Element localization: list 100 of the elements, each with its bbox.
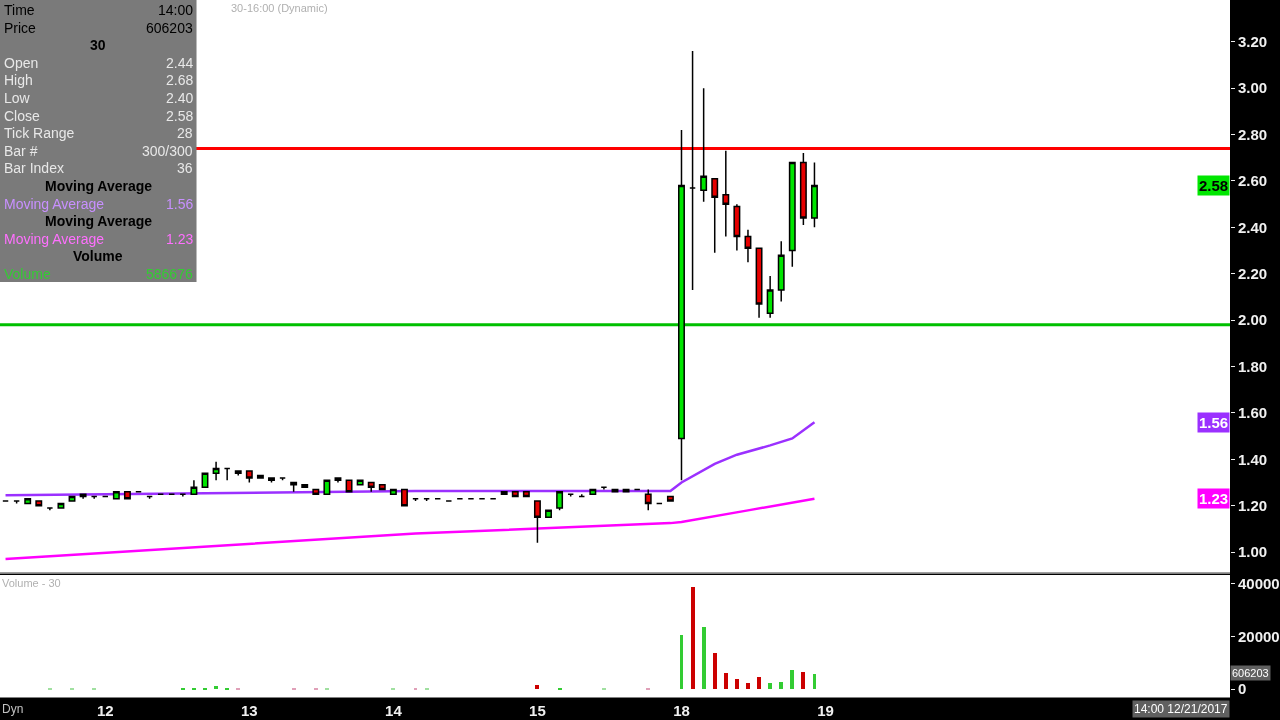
bar	[691, 587, 695, 689]
bar	[702, 627, 706, 689]
annotation: Close	[4, 108, 41, 124]
candlestick	[810, 161, 818, 229]
candlestick	[522, 491, 530, 498]
bar	[680, 635, 683, 689]
annotation: Moving Average	[4, 196, 105, 212]
text: 14:00 12/21/2017	[1134, 702, 1228, 716]
candlestick	[666, 495, 674, 502]
bar	[768, 683, 772, 689]
candlestick	[766, 275, 774, 319]
bar	[801, 672, 805, 689]
annotation: Bar #	[4, 143, 38, 159]
candlestick	[700, 87, 708, 203]
bar	[779, 682, 783, 689]
candlestick	[777, 240, 785, 303]
candlestick	[711, 177, 719, 254]
candlestick	[533, 500, 541, 544]
candlestick	[279, 477, 287, 481]
candlestick	[268, 477, 275, 484]
line-series	[4, 497, 816, 561]
candlestick	[223, 467, 231, 481]
annotation: 28	[177, 125, 193, 141]
candlestick	[90, 495, 98, 500]
annotation: Bar Index	[4, 160, 64, 176]
annotation: Volume	[4, 266, 51, 282]
candlestick	[799, 152, 807, 226]
bar	[724, 673, 728, 689]
candlestick	[678, 129, 685, 481]
bar	[735, 679, 739, 689]
candlestick	[123, 491, 131, 500]
candlestick	[600, 486, 608, 491]
y-tick-label: 1.80	[1238, 357, 1268, 375]
candlestick	[112, 491, 120, 500]
candlestick	[389, 488, 397, 495]
candlestick	[545, 509, 552, 519]
candlestick	[744, 228, 752, 263]
text: Dyn	[2, 702, 24, 716]
annotation: 1.23	[1199, 490, 1229, 507]
candlestick	[46, 507, 54, 512]
bar	[790, 670, 794, 689]
annotation: Price	[4, 20, 37, 36]
candlestick	[323, 479, 331, 495]
candlestick	[179, 493, 187, 498]
y-tick-label: 20000	[1238, 627, 1280, 645]
annotation: 1.56	[1199, 414, 1229, 431]
y-tick-label: 1.00	[1238, 543, 1268, 561]
x-tick-label: 12	[96, 702, 114, 719]
y-tick-label: 2.20	[1238, 264, 1268, 282]
y-tick-label: 3.20	[1238, 33, 1268, 51]
candlestick	[334, 477, 342, 484]
candlestick	[234, 470, 242, 477]
x-tick-label: 13	[240, 702, 258, 719]
candlestick	[312, 488, 320, 495]
bar	[535, 685, 539, 689]
annotation: 300/300	[142, 143, 193, 159]
candlestick	[788, 161, 796, 268]
annotation: 606203	[146, 20, 193, 36]
candlestick	[423, 498, 431, 502]
annotation: Time	[4, 2, 35, 18]
annotation: Moving Average	[45, 178, 153, 194]
y-tick-label: 3.00	[1238, 79, 1268, 97]
candlestick	[212, 460, 220, 481]
candlestick	[57, 502, 65, 509]
annotation: 1.56	[166, 196, 194, 212]
candlestick	[79, 493, 87, 500]
annotation: 2.68	[166, 72, 194, 88]
candlestick	[556, 491, 564, 512]
x-tick-label: 14	[385, 702, 403, 719]
x-tick-label: 18	[673, 702, 690, 719]
candlestick	[35, 500, 43, 507]
annotation: Moving Average	[45, 213, 153, 229]
candlestick	[290, 481, 298, 493]
candlestick	[301, 484, 309, 488]
candlestick	[367, 481, 375, 493]
annotation: Volume	[73, 248, 123, 264]
candlestick	[245, 470, 253, 484]
annotation: High	[4, 72, 33, 88]
candlestick	[13, 500, 21, 505]
y-tick-label: 1.60	[1238, 404, 1268, 422]
annotation: 2.58	[1199, 177, 1229, 194]
candlestick	[622, 488, 630, 493]
y-tick-label: 1.40	[1238, 450, 1268, 468]
annotation: Volume - 30	[2, 577, 61, 589]
bar	[746, 683, 750, 689]
line-series	[4, 420, 816, 497]
bar	[813, 674, 816, 689]
candlestick	[567, 493, 575, 498]
candlestick	[256, 474, 264, 479]
y-tick-label: 40000	[1238, 575, 1280, 593]
annotation: Open	[4, 55, 39, 71]
candlestick	[733, 203, 741, 252]
y-tick-label: 0	[1238, 680, 1247, 698]
y-tick-label: 2.80	[1238, 125, 1268, 143]
candlestick	[589, 488, 597, 495]
bar	[757, 677, 761, 689]
annotation: 36	[177, 160, 193, 176]
y-tick-label: 2.60	[1238, 172, 1268, 190]
x-tick-label: 15	[529, 702, 546, 719]
bar	[713, 653, 717, 689]
